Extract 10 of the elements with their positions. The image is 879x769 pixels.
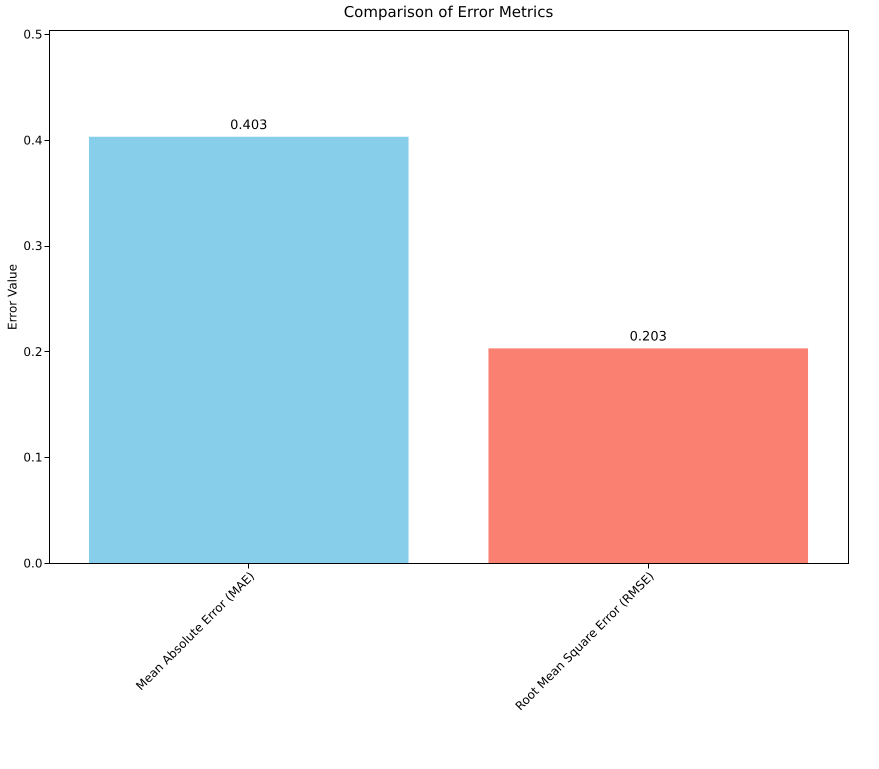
y-tick-label: 0.1 <box>23 450 42 465</box>
y-tick-label: 0.0 <box>23 556 42 570</box>
y-axis-title: Error Value <box>5 264 20 330</box>
y-tick-label: 0.5 <box>23 28 42 42</box>
data-label: 0.203 <box>630 329 667 344</box>
y-tick-label: 0.4 <box>23 133 42 148</box>
data-label: 0.403 <box>230 118 268 133</box>
y-tick-label: 0.2 <box>23 344 42 359</box>
chart-title: Comparison of Error Metrics <box>344 3 554 22</box>
y-tick-label: 0.3 <box>23 239 42 254</box>
